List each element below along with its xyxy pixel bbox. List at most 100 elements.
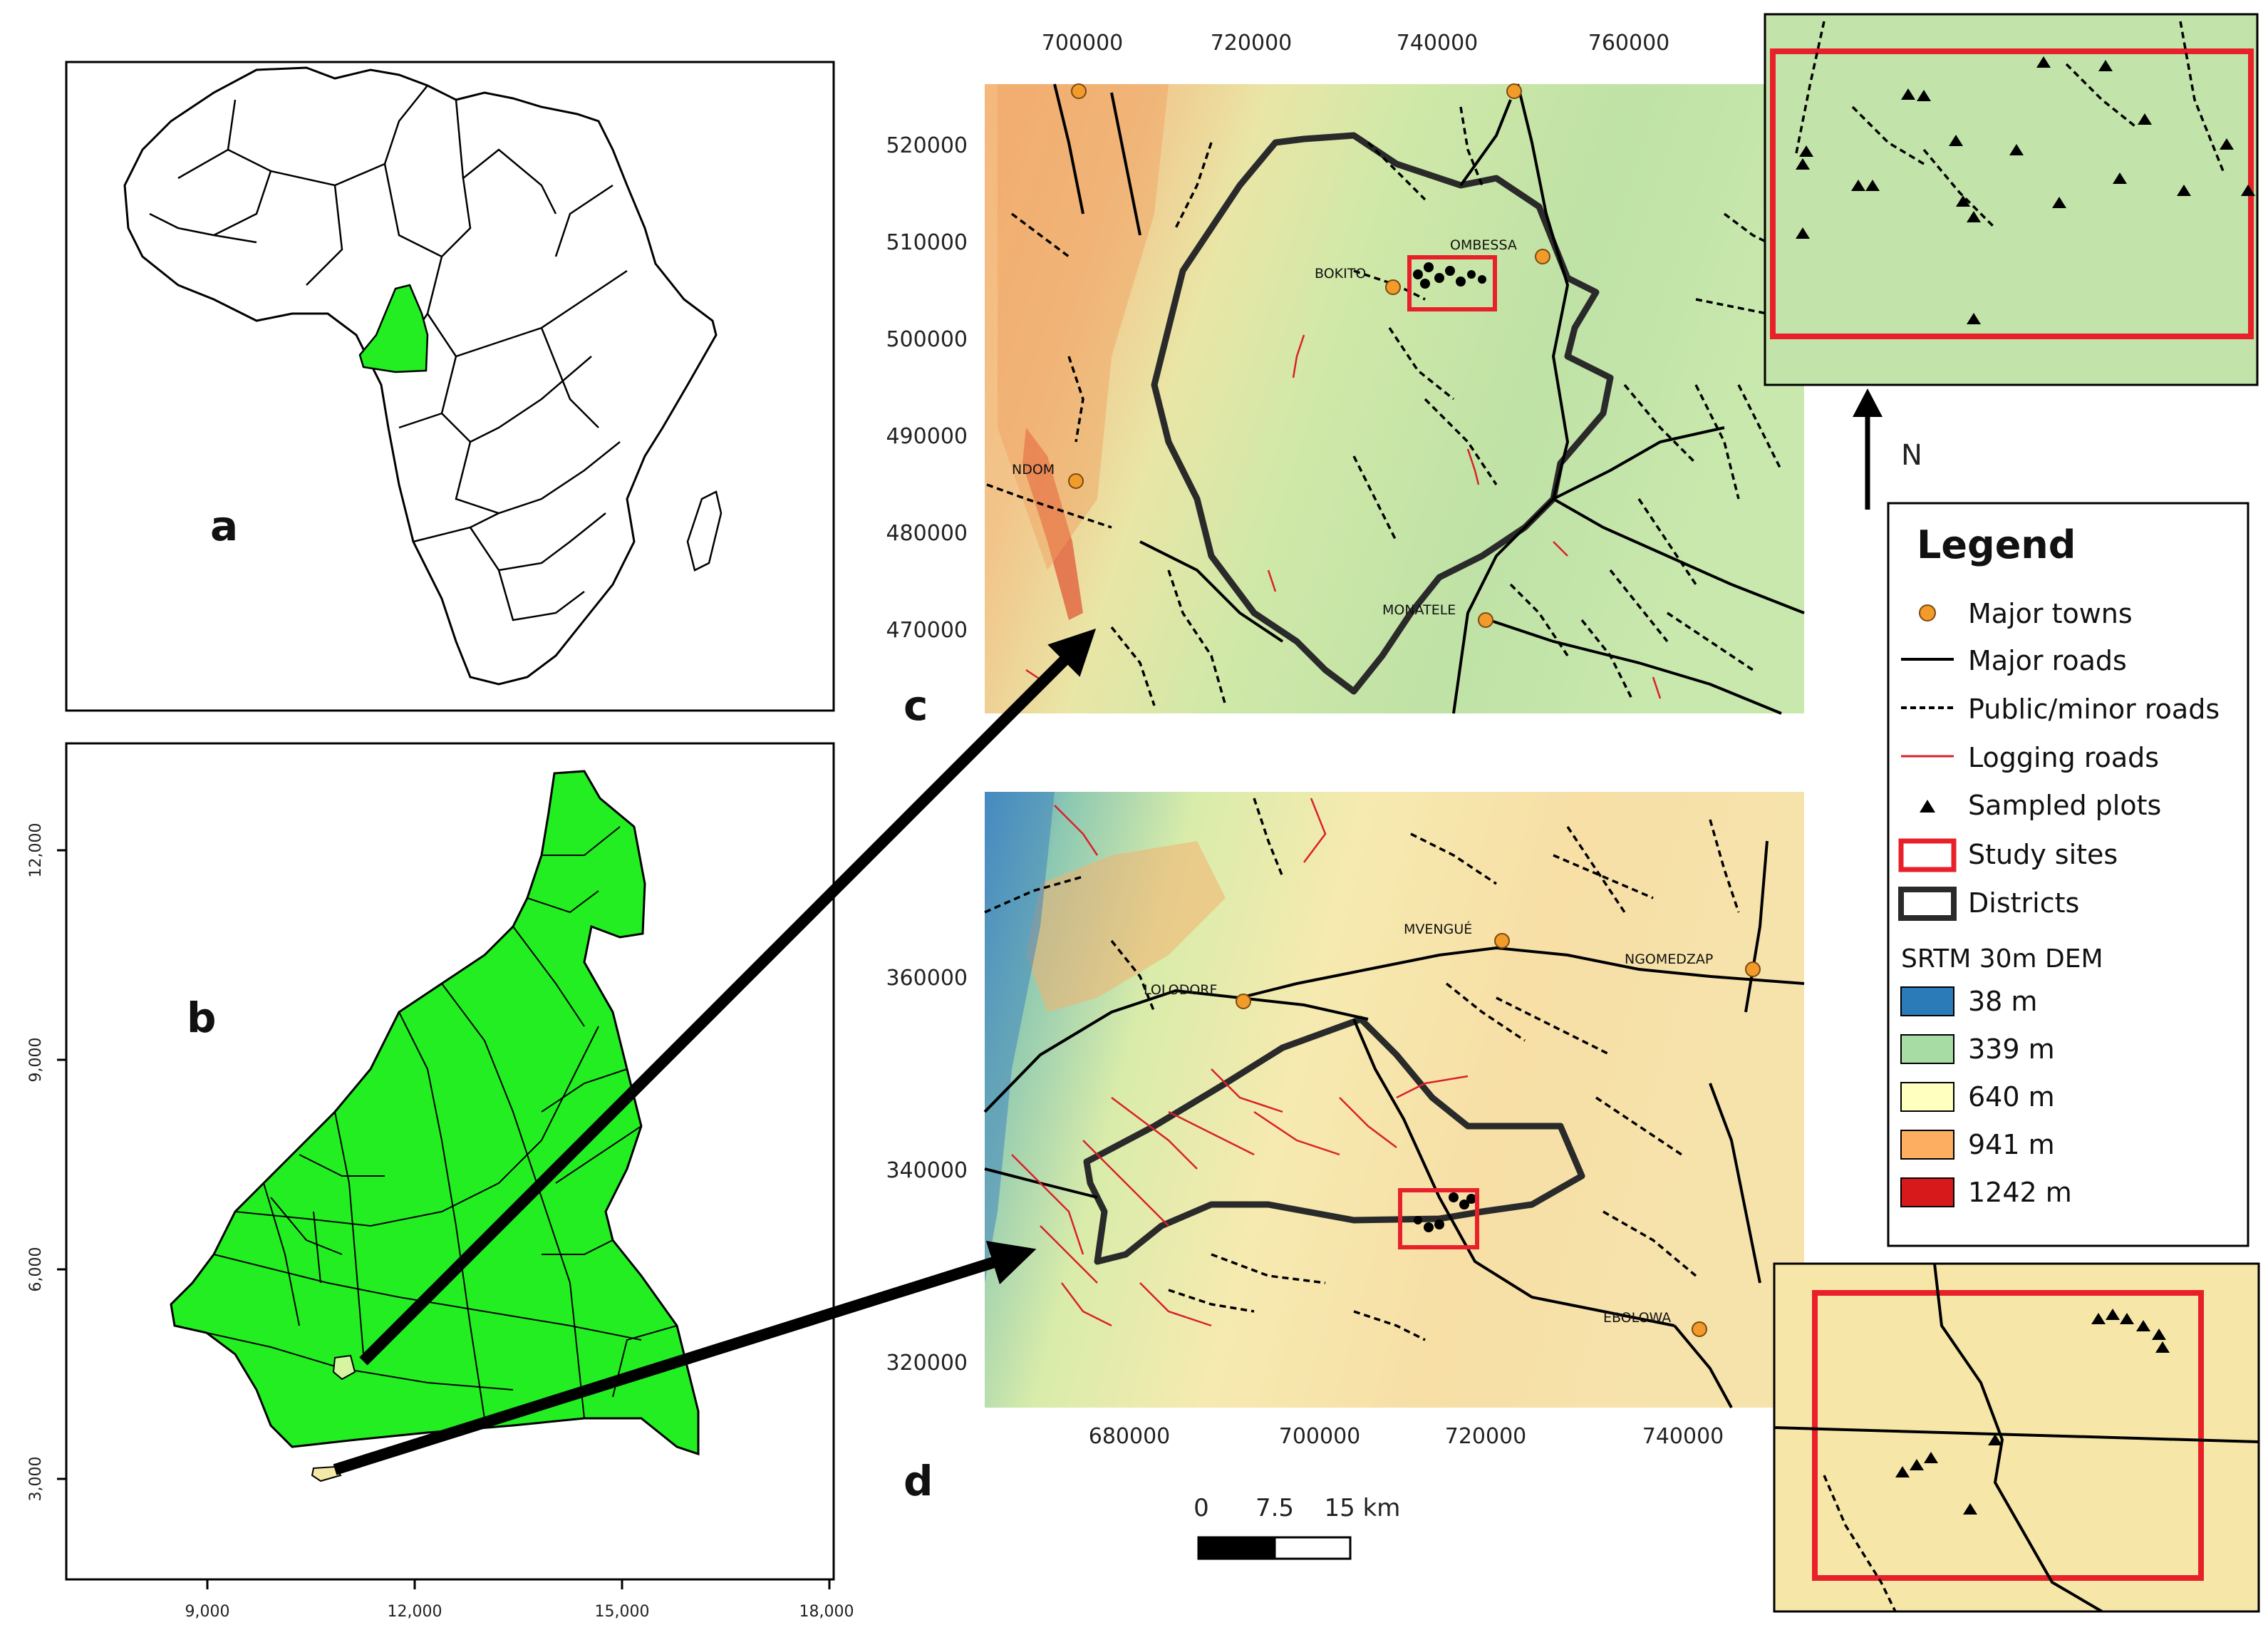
panel-c-xtick-3: 740000: [1397, 31, 1479, 56]
panel-d-orange-highlands: [1026, 841, 1226, 1012]
legend-dem-title: SRTM 30m DEM: [1901, 944, 2103, 974]
africa-madagascar: [686, 490, 723, 572]
panel-d-logging-roads: [1011, 798, 1469, 1327]
panel-d-ytick-1: 360000: [886, 966, 968, 991]
panel-d-label-lolodorf: LOLODORF: [1144, 982, 1217, 998]
panel-b-cameroon: 9,000 12,000 15,000 18,000 3,000 6,000 9…: [27, 742, 854, 1621]
panel-c-town-bokito: [1385, 279, 1401, 295]
panel-c-study-site: [1407, 255, 1497, 311]
panel-b-ytick-2: 6,000: [27, 1247, 45, 1292]
panel-c-letter: c: [903, 681, 928, 730]
panel-d-map: MVENGUÉ NGOMEDZAP LOLODORF EBOLOWA 68000…: [886, 792, 1805, 1505]
panel-a-letter: a: [210, 502, 238, 550]
study-district-d: [311, 1465, 342, 1482]
panel-b-xtick-3: 15,000: [595, 1603, 650, 1621]
panel-c-xtick-2: 720000: [1211, 31, 1293, 56]
panel-d-xtick-2: 700000: [1279, 1424, 1361, 1449]
panel-c-town-ndom: [1068, 473, 1084, 489]
panel-c-sampled-plots: [1413, 262, 1486, 289]
panel-d-xtick-4: 740000: [1642, 1424, 1724, 1449]
panel-d-xtick-1: 680000: [1089, 1424, 1171, 1449]
panel-d-district-boundary: [1083, 1016, 1585, 1265]
panel-c-label-monatele: MONATELE: [1382, 602, 1456, 618]
panel-d-blue-lowlands: [985, 792, 1055, 1283]
north-arrow: N: [1853, 388, 1922, 510]
legend: Legend Major towns Major roads Public/mi…: [1887, 502, 2249, 1247]
panel-c-ridge-orange: [998, 84, 1169, 570]
panel-b-ytick-4: 12,000: [27, 823, 45, 878]
inset-d: [1773, 1262, 2260, 1613]
panel-b-letter: b: [187, 994, 217, 1042]
scale-label-15: 15 km: [1325, 1494, 1401, 1522]
scale-label-0: 0: [1193, 1494, 1209, 1522]
inset-c-roads: [1794, 21, 2225, 229]
panel-a-africa: a: [65, 61, 835, 712]
legend-dem-1242: 1242 m: [1968, 1177, 2072, 1208]
panel-c-ytick-5: 480000: [886, 521, 968, 546]
legend-district-symbol: [1898, 887, 1957, 921]
panel-c-ytick-1: 520000: [886, 133, 968, 158]
panel-d-town-lolodorf: [1236, 994, 1251, 1009]
legend-plot-symbol: [1920, 800, 1935, 813]
panel-d-town-mvengue: [1494, 933, 1510, 949]
north-label: N: [1901, 439, 1922, 472]
legend-item-major-roads: Major roads: [1968, 645, 2127, 676]
panel-b-xtick-4: 18,000: [799, 1603, 854, 1621]
panel-c-logging-roads: [1025, 334, 1662, 699]
panel-c-xtick-4: 760000: [1588, 31, 1670, 56]
panel-d-study-site: [1398, 1188, 1479, 1249]
legend-dem-640: 640 m: [1968, 1081, 2055, 1113]
panel-d-town-ngomedzap: [1745, 961, 1761, 977]
scale-label-7-5: 7.5: [1255, 1494, 1294, 1522]
inset-d-plots: [1895, 1309, 2170, 1515]
legend-dem-swatch-640: [1900, 1082, 1954, 1112]
panel-c-ytick-3: 500000: [886, 327, 968, 352]
legend-dem-swatch-339: [1900, 1034, 1954, 1064]
panel-d-major-roads: [983, 840, 1805, 1408]
legend-item-logging-roads: Logging roads: [1968, 742, 2159, 773]
inset-d-study-site: [1812, 1290, 2204, 1581]
legend-item-plots: Sampled plots: [1968, 790, 2161, 821]
inset-c-plots: [1796, 56, 2255, 324]
panel-c-xtick-1: 700000: [1042, 31, 1124, 56]
panel-d-label-ngomedzap: NGOMEDZAP: [1625, 951, 1713, 967]
panel-c-dem: [985, 84, 1804, 713]
panel-d-sampled-plots: [1414, 1192, 1476, 1232]
panel-c-ytick-4: 490000: [886, 424, 968, 449]
legend-dem-941: 941 m: [1968, 1129, 2055, 1160]
panel-c-town-top2: [1506, 83, 1522, 99]
scale-bar: 0 7.5 15 km: [1193, 1494, 1401, 1560]
legend-item-study-sites: Study sites: [1968, 839, 2118, 870]
panel-c-ytick-2: 510000: [886, 230, 968, 255]
legend-town-symbol: [1919, 604, 1936, 621]
panel-c-major-roads: [1053, 83, 1805, 715]
panel-b-ytick-3: 9,000: [27, 1038, 45, 1083]
cameroon-division-borders: [206, 826, 678, 1419]
legend-item-towns: Major towns: [1968, 598, 2133, 629]
panel-c-town-ombessa: [1535, 249, 1550, 264]
panel-c-district-boundary: [1151, 132, 1614, 695]
panel-c-town-top1: [1071, 83, 1087, 99]
panel-d-minor-roads: [984, 798, 1740, 1341]
connector-arrows: [333, 628, 1097, 1475]
legend-dem-339: 339 m: [1968, 1033, 2055, 1065]
legend-dem-38: 38 m: [1968, 986, 2037, 1017]
arrow-to-panel-c: [359, 628, 1097, 1366]
legend-item-districts: Districts: [1968, 887, 2079, 919]
legend-title: Legend: [1917, 522, 2076, 567]
panel-b-xtick-2: 12,000: [388, 1603, 442, 1621]
legend-item-minor-roads: Public/minor roads: [1968, 693, 2220, 725]
legend-dem-swatch-38: [1900, 986, 1954, 1016]
cameroon-outline: [170, 770, 700, 1456]
study-district-c: [332, 1354, 356, 1381]
panel-d-letter: d: [903, 1457, 933, 1505]
panel-b-xtick-1: 9,000: [185, 1603, 230, 1621]
panel-c-label-bokito: BOKITO: [1315, 266, 1366, 282]
panel-c-label-ombessa: OMBESSA: [1450, 237, 1517, 253]
panel-c-label-ndom: NDOM: [1012, 462, 1055, 478]
panel-d-ytick-2: 340000: [886, 1158, 968, 1183]
panel-c-ridge-red: [1022, 428, 1083, 620]
panel-c-ytick-6: 470000: [886, 618, 968, 643]
panel-c-town-monatele: [1478, 612, 1493, 628]
